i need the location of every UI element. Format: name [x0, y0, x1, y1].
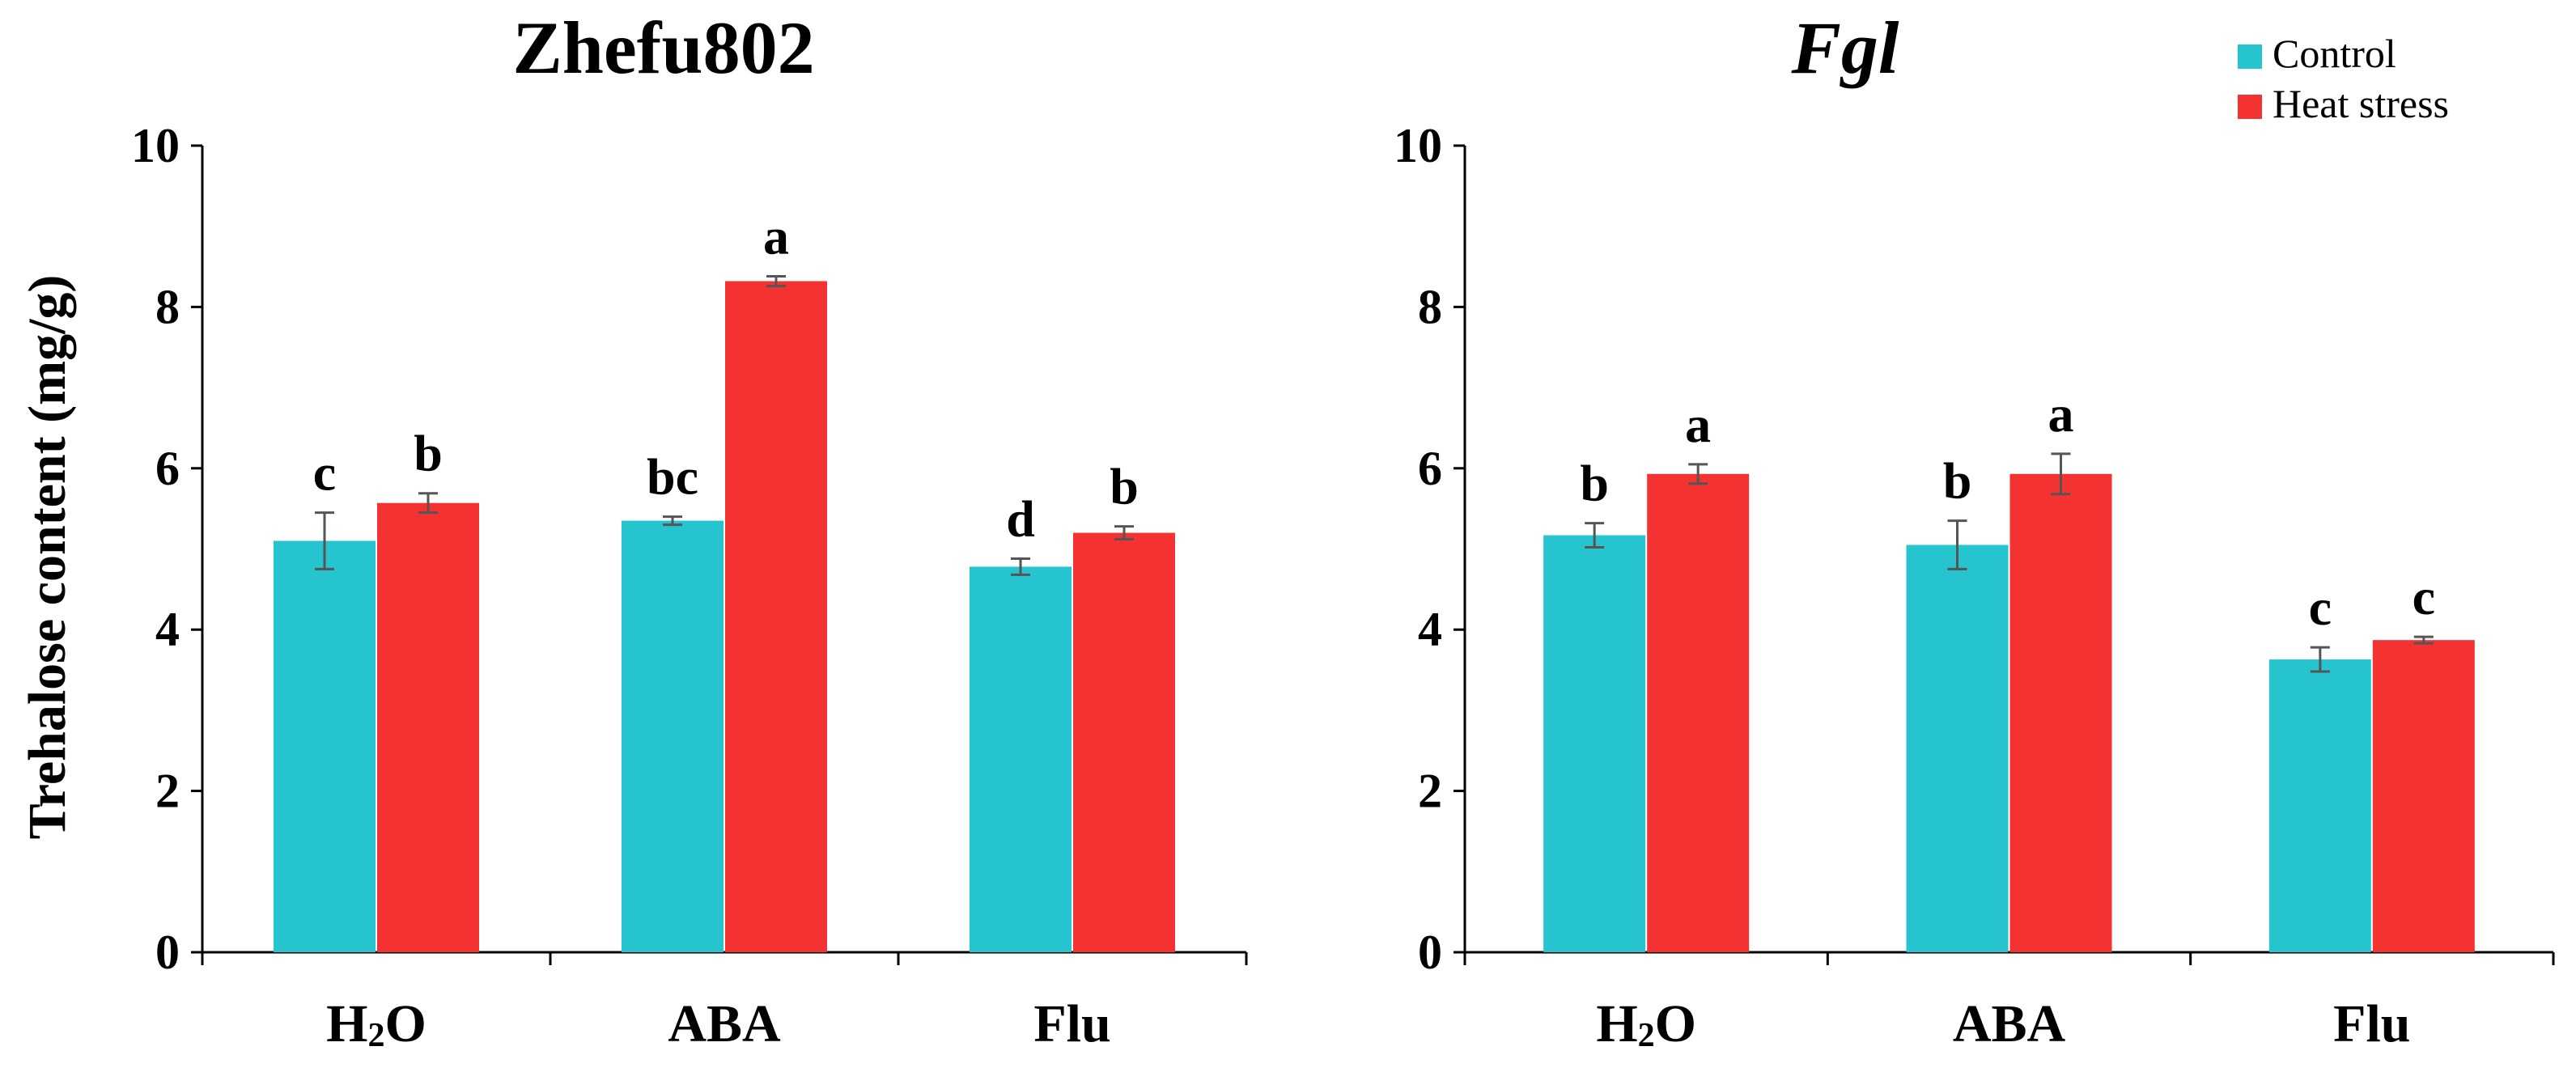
- y-axis-title: Trehalose content (mg/g): [18, 275, 77, 840]
- y-tick-label: 8: [155, 280, 180, 333]
- legend-swatch: [2238, 95, 2262, 119]
- x-tick-label-rest: O: [385, 994, 427, 1053]
- significance-letter: b: [1580, 455, 1609, 512]
- chart-title: Zhefu802: [512, 6, 814, 89]
- y-tick-label: 8: [1418, 280, 1442, 333]
- y-tick-label: 2: [1418, 765, 1442, 818]
- legend: Control Heat stress: [2238, 31, 2449, 126]
- y-tick-label: 0: [1418, 926, 1442, 979]
- x-tick-label: Flu: [1033, 994, 1110, 1053]
- chart-title: Fgl: [1791, 6, 1899, 89]
- x-tick-label: H2O: [1596, 994, 1696, 1054]
- significance-letter: a: [1685, 396, 1711, 453]
- y-tick-label: 4: [1418, 603, 1442, 656]
- x-tick-label-main: H: [1596, 994, 1637, 1053]
- x-tick-label: Flu: [2333, 994, 2410, 1053]
- x-tick-label: H2O: [326, 994, 427, 1054]
- bar-control: [1906, 544, 2009, 952]
- significance-letter: b: [414, 425, 443, 482]
- bar-control: [274, 540, 376, 952]
- x-tick-label-subscript: 2: [368, 1017, 385, 1054]
- y-tick-label: 4: [155, 603, 180, 656]
- chart-panel-1: Zhefu802 0 2 4 6 8 10 Trehalose content (mg/g) c…: [18, 6, 1248, 1054]
- bar-heat-stress: [1647, 473, 1750, 952]
- significance-letter: bc: [647, 448, 698, 506]
- bar-heat-stress: [725, 281, 827, 953]
- legend-label: Heat stress: [2273, 81, 2449, 126]
- x-tick-label-main: Flu: [2333, 994, 2410, 1053]
- significance-letter: b: [1110, 458, 1139, 515]
- y-tick-label: 10: [1394, 119, 1442, 172]
- bar-control: [1543, 535, 1646, 952]
- x-tick-label: ABA: [1953, 994, 2066, 1053]
- bar-heat-stress: [2372, 640, 2475, 952]
- y-tick-label: 0: [155, 926, 180, 979]
- legend-label: Control: [2273, 31, 2396, 76]
- x-tick-label-main: Flu: [1033, 994, 1110, 1053]
- significance-letter: a: [2048, 385, 2074, 443]
- significance-letter: c: [313, 444, 336, 502]
- y-tick-label: 10: [131, 119, 180, 172]
- legend-swatch: [2238, 44, 2262, 69]
- bar-control: [622, 520, 724, 952]
- y-tick-label: 6: [1418, 442, 1442, 495]
- bar-heat-stress: [2009, 473, 2112, 952]
- x-tick-label-main: H: [326, 994, 367, 1053]
- bar-heat-stress: [1073, 532, 1175, 952]
- bar-heat-stress: [377, 502, 479, 952]
- x-tick-label-main: ABA: [668, 994, 781, 1053]
- x-tick-label-main: ABA: [1953, 994, 2066, 1053]
- significance-letter: d: [1006, 489, 1035, 547]
- x-tick-label-subscript: 2: [1638, 1017, 1655, 1054]
- significance-letter: c: [2413, 568, 2435, 625]
- significance-letter: c: [2309, 578, 2332, 636]
- y-tick-label: 2: [155, 765, 180, 818]
- x-tick-label: ABA: [668, 994, 781, 1053]
- significance-letter: a: [763, 208, 789, 265]
- significance-letter: b: [1943, 452, 1972, 510]
- bar-control: [970, 566, 1072, 952]
- x-tick-label-rest: O: [1655, 994, 1696, 1053]
- y-tick-label: 6: [155, 442, 180, 495]
- bar-control: [2268, 659, 2371, 952]
